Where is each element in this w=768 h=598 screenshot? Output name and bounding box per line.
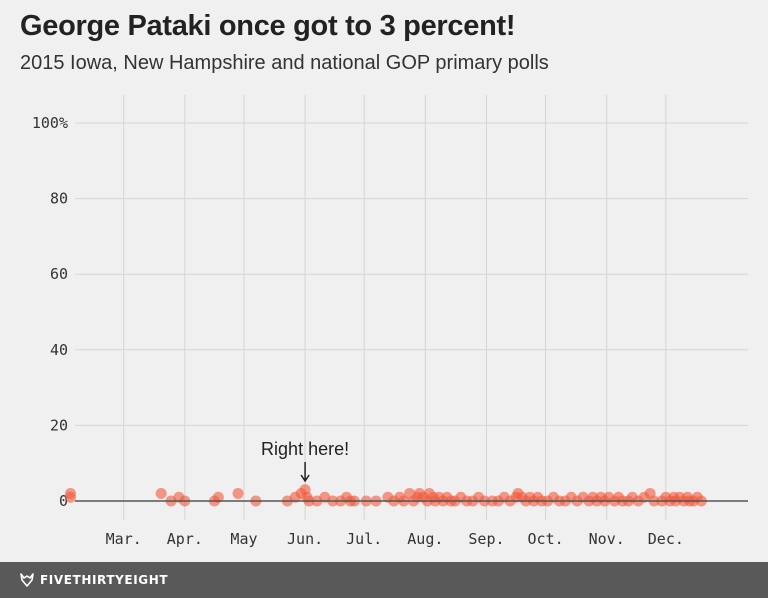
y-tick-label: 60	[50, 265, 68, 283]
scatter-chart: 0 20 40 60 80 100% Mar. Apr. May Jun. Jul. Aug. Sep…	[32, 95, 748, 548]
x-tick-label: Mar.	[106, 530, 142, 548]
fox-icon	[20, 573, 34, 587]
annotation-arrow	[300, 462, 310, 483]
x-tick-label: Aug.	[407, 530, 443, 548]
chart-title: George Pataki once got to 3 percent!	[20, 10, 516, 42]
x-tick-label: Dec.	[648, 530, 684, 548]
x-tick-label: Oct.	[528, 530, 564, 548]
y-tick-label: 40	[50, 341, 68, 359]
y-axis: 0 20 40 60 80 100%	[32, 114, 68, 510]
x-tick-label: Jun.	[287, 530, 323, 548]
footer-bar: FIVETHIRTYEIGHT	[0, 562, 768, 598]
brand-name: FIVETHIRTYEIGHT	[40, 573, 169, 587]
y-tick-label: 80	[50, 190, 68, 208]
y-tick-label: 0	[59, 492, 68, 510]
y-tick-label: 20	[50, 416, 68, 434]
x-tick-label: May	[230, 530, 257, 548]
data-point	[212, 491, 224, 503]
x-tick-label: Sep.	[468, 530, 504, 548]
grid	[75, 95, 748, 520]
data-point	[64, 491, 76, 503]
x-tick-label: Jul.	[346, 530, 382, 548]
y-tick-label: 100%	[32, 114, 68, 132]
data-point	[232, 487, 244, 499]
x-axis: Mar. Apr. May Jun. Jul. Aug. Sep. Oct. Nov. Dec.	[106, 530, 684, 548]
annotation-label: Right here!	[261, 439, 349, 459]
annotation: Right here!	[261, 439, 349, 483]
chart-subtitle: 2015 Iowa, New Hampshire and national GO…	[20, 52, 549, 74]
data-point	[155, 487, 167, 499]
x-tick-label: Apr.	[167, 530, 203, 548]
x-tick-label: Nov.	[589, 530, 625, 548]
data-points	[64, 484, 707, 507]
